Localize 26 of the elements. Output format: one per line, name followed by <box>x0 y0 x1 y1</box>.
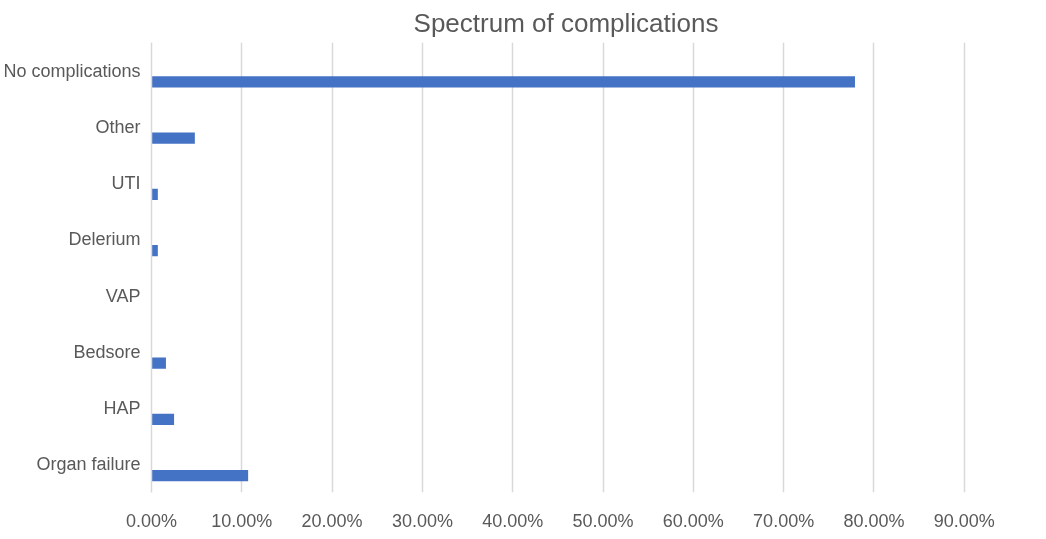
x-tick-label: 80.00% <box>843 510 905 531</box>
x-tick-label: 50.00% <box>572 510 634 531</box>
y-tick-label: VAP <box>105 285 141 306</box>
bar <box>151 357 166 369</box>
x-tick-label: 0.00% <box>125 510 178 531</box>
chart-title: Spectrum of complications <box>413 7 719 38</box>
bar <box>151 413 175 425</box>
x-tick-label: 20.00% <box>301 510 363 531</box>
bar <box>151 188 158 200</box>
y-tick-label: Organ failure <box>36 454 141 475</box>
bar <box>151 245 158 257</box>
y-tick-label: No complications <box>3 60 141 81</box>
y-tick-label: Bedsore <box>73 341 141 362</box>
bar <box>151 470 249 482</box>
y-tick-label: HAP <box>103 398 141 419</box>
x-tick-label: 30.00% <box>391 510 453 531</box>
x-tick-label: 70.00% <box>753 510 815 531</box>
x-tick-label: 10.00% <box>211 510 273 531</box>
bar <box>151 76 855 88</box>
y-tick-label: Other <box>95 116 141 137</box>
y-tick-label: Delerium <box>68 229 141 250</box>
y-tick-label: UTI <box>111 173 141 194</box>
x-tick-label: 60.00% <box>662 510 724 531</box>
bar <box>151 132 195 144</box>
x-tick-label: 40.00% <box>482 510 544 531</box>
x-tick-label: 90.00% <box>933 510 995 531</box>
